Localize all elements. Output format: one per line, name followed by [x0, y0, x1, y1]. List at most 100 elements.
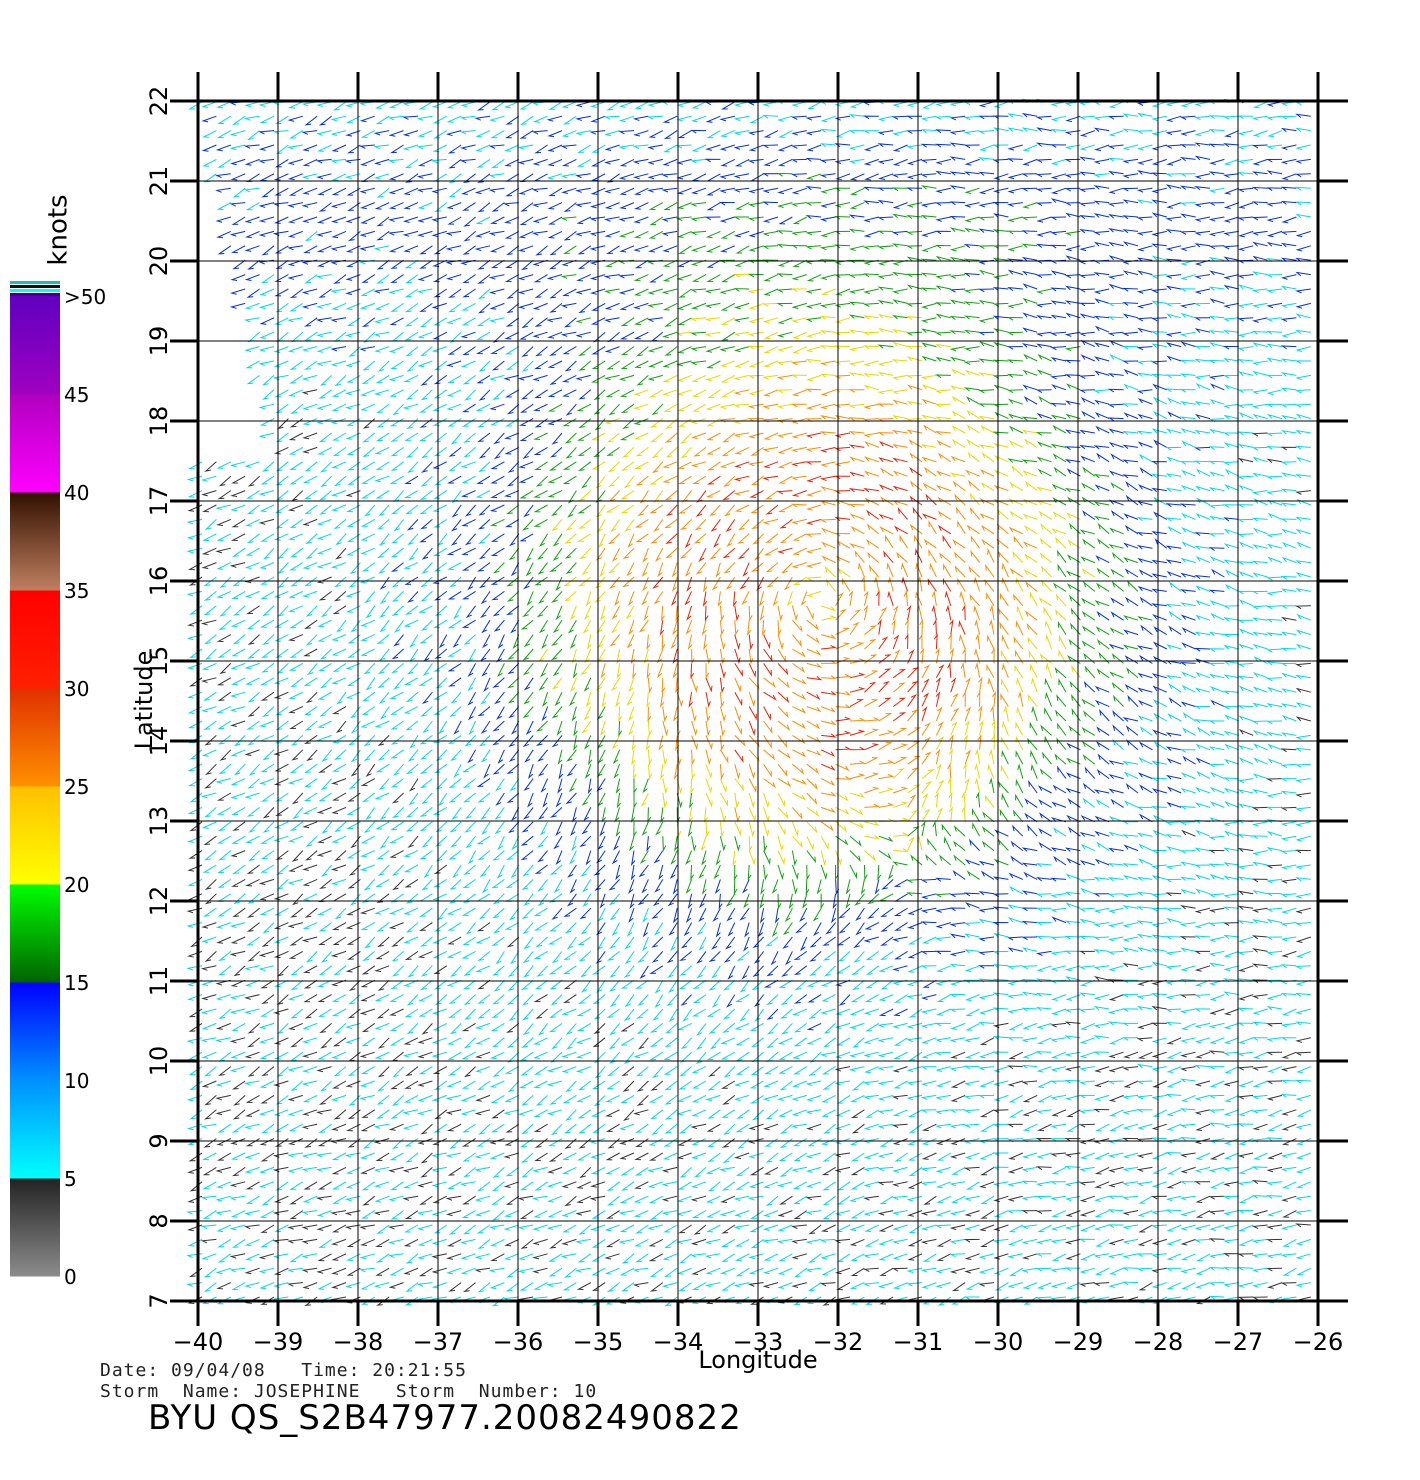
wind-vector — [792, 835, 803, 849]
wind-vector — [244, 1166, 260, 1174]
wind-vector — [703, 576, 708, 593]
wind-vector — [405, 763, 419, 775]
wind-vector — [1066, 814, 1081, 823]
wind-vector — [374, 792, 390, 800]
wind-vector — [935, 1210, 951, 1217]
wind-vector — [762, 1238, 779, 1244]
wind-vector — [642, 908, 649, 923]
wind-vector — [301, 1051, 318, 1058]
wind-vector — [925, 493, 937, 506]
wind-vector — [849, 806, 864, 816]
wind-vector — [522, 965, 534, 978]
wind-vector — [1096, 582, 1110, 592]
wind-vector — [891, 618, 896, 635]
wind-vector — [305, 634, 318, 646]
wind-vector — [672, 648, 678, 665]
wind-vector — [777, 461, 793, 469]
wind-vector — [317, 907, 332, 916]
wind-vector — [1081, 625, 1096, 636]
wind-vector — [678, 504, 692, 514]
wind-vector — [969, 593, 980, 607]
wind-vector — [834, 388, 851, 393]
wind-vector — [892, 1181, 908, 1187]
wind-vector — [1194, 705, 1211, 710]
wind-vector — [333, 519, 347, 530]
wind-vector — [720, 1037, 735, 1045]
wind-vector — [409, 634, 419, 648]
wind-vector — [1266, 1094, 1283, 1101]
wind-vector — [877, 1022, 894, 1028]
wind-vector — [447, 1051, 462, 1060]
wind-vector — [332, 432, 347, 441]
wind-vector — [598, 533, 606, 548]
wind-vector — [389, 835, 404, 844]
colorbar-tick-label: 0 — [64, 1265, 77, 1289]
wind-vector — [1094, 1066, 1110, 1073]
wind-vector — [551, 1037, 563, 1050]
wind-vector — [390, 547, 404, 558]
wind-vector — [920, 1008, 937, 1014]
wind-vector — [1123, 629, 1139, 636]
wind-vector — [1252, 1282, 1268, 1288]
wind-vector — [992, 1007, 1009, 1012]
wind-vector — [1237, 504, 1254, 508]
wind-vector — [317, 720, 332, 729]
wind-vector — [723, 504, 736, 517]
wind-vector — [920, 1080, 937, 1087]
wind-vector — [550, 504, 563, 517]
wind-vector — [246, 907, 260, 918]
wind-vector — [460, 1253, 476, 1260]
wind-vector — [377, 1066, 390, 1078]
wind-vector — [806, 691, 821, 701]
wind-vector — [595, 979, 606, 994]
wind-vector — [1251, 907, 1268, 913]
wind-vector — [949, 993, 966, 998]
wind-vector — [1295, 1079, 1311, 1084]
wind-vector — [419, 807, 433, 817]
wind-vector — [420, 1167, 433, 1178]
wind-vector — [365, 807, 376, 820]
wind-vector — [820, 446, 836, 453]
wind-vector — [1252, 773, 1268, 780]
wind-vector — [838, 994, 851, 1006]
wind-vector — [726, 533, 736, 548]
wind-vector — [316, 850, 332, 857]
wind-vector — [791, 1166, 807, 1173]
wind-vector — [1179, 1123, 1196, 1129]
wind-vector — [632, 1282, 649, 1288]
wind-vector — [1266, 1282, 1283, 1289]
wind-vector — [477, 1080, 491, 1091]
wind-vector — [904, 618, 909, 635]
wind-vector — [548, 1008, 563, 1018]
wind-vector — [751, 1109, 764, 1121]
wind-vector — [277, 547, 289, 560]
wind-vector — [404, 1008, 419, 1018]
wind-vector — [863, 1037, 879, 1044]
wind-vector — [595, 951, 606, 964]
wind-vector — [852, 1037, 865, 1048]
wind-vector — [638, 864, 649, 878]
wind-vector — [1209, 730, 1225, 736]
wind-vector — [709, 504, 721, 517]
wind-vector — [460, 461, 476, 469]
wind-vector — [1209, 556, 1225, 564]
wind-vector — [1044, 619, 1053, 635]
wind-vector — [315, 1166, 332, 1172]
wind-vector — [563, 576, 577, 587]
wind-vector — [1093, 1195, 1110, 1202]
wind-vector — [363, 749, 376, 762]
wind-vector — [591, 461, 606, 470]
wind-vector — [1224, 569, 1240, 578]
wind-vector — [1052, 582, 1067, 592]
wind-vector — [821, 1066, 836, 1075]
wind-vector — [1152, 641, 1168, 650]
wind-vector — [276, 1023, 289, 1035]
wind-vector — [216, 1224, 232, 1232]
wind-vector — [229, 1253, 246, 1259]
wind-vector — [215, 1195, 231, 1202]
wind-vector — [921, 1037, 937, 1044]
wind-vector — [706, 446, 721, 455]
wind-vector — [606, 446, 620, 456]
wind-vector — [1251, 1138, 1268, 1143]
wind-vector — [655, 821, 664, 836]
